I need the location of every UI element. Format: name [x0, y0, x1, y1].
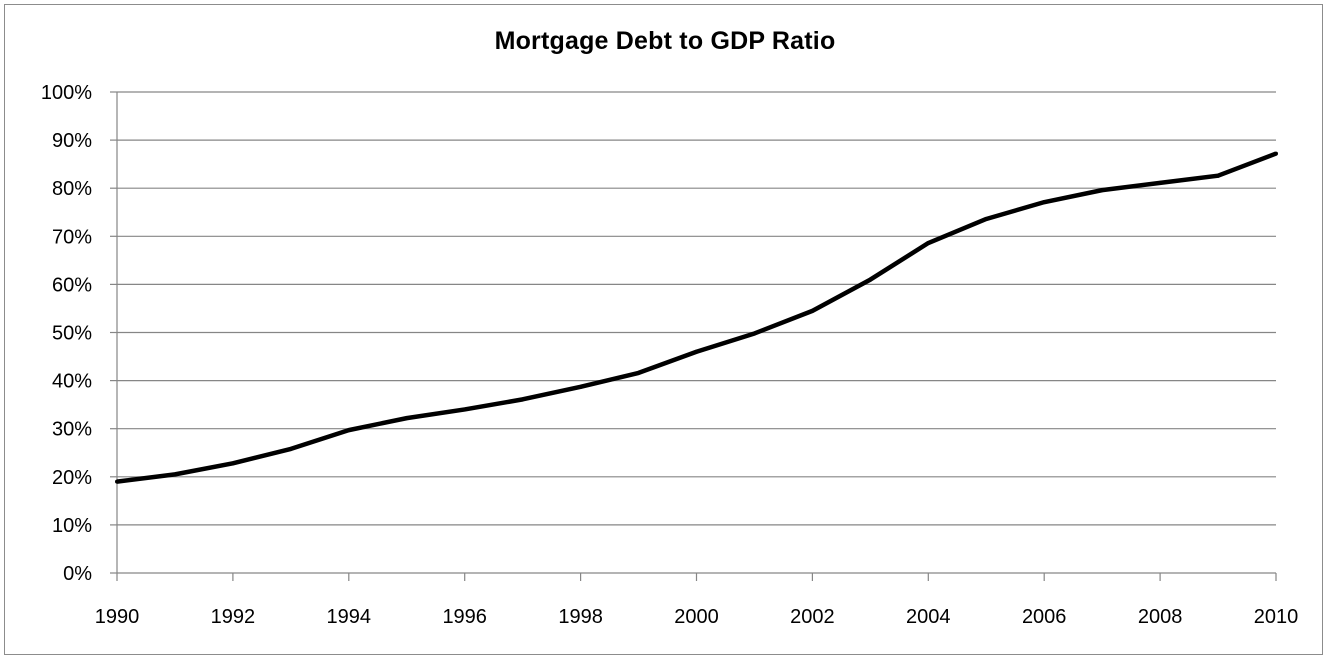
x-tick-label: 2004 [906, 606, 951, 628]
data-point [984, 216, 989, 221]
x-tick-label: 2010 [1254, 606, 1299, 628]
data-point [230, 461, 235, 466]
data-point [1100, 188, 1105, 193]
y-tick-label: 100% [41, 82, 92, 104]
series-line [116, 151, 1277, 484]
data-point [172, 472, 177, 477]
data-point [636, 370, 641, 375]
data-point [578, 384, 583, 389]
y-tick-label: 30% [52, 419, 92, 441]
data-point [346, 428, 351, 433]
x-tick-labels: 1990 1992 1994 1996 1998 2000 2002 2004 2006 2008… [95, 606, 1299, 628]
x-tick-label: 1992 [211, 606, 256, 628]
y-tick-label: 0% [63, 563, 92, 585]
y-tick-label: 50% [52, 323, 92, 345]
chart-title: Mortgage Debt to GDP Ratio [494, 27, 836, 55]
series-layer [115, 151, 1278, 484]
data-point [115, 479, 119, 484]
x-tick-label: 1994 [327, 606, 372, 628]
y-tick-label: 70% [52, 226, 92, 248]
data-point [462, 407, 467, 412]
x-tick-label: 2000 [674, 606, 719, 628]
axes [110, 91, 1277, 581]
data-point [288, 446, 293, 451]
x-tick-label: 2008 [1138, 606, 1183, 628]
data-point [926, 241, 931, 246]
data-point [694, 349, 699, 354]
data-point [1042, 200, 1047, 205]
x-tick-label: 1998 [558, 606, 603, 628]
chart-frame [4, 4, 1323, 655]
y-tick-label: 40% [52, 371, 92, 393]
data-point [1216, 173, 1221, 178]
x-tick-label: 2002 [790, 606, 835, 628]
x-tick-label: 1996 [442, 606, 487, 628]
y-tick-label: 10% [52, 515, 92, 537]
data-point [810, 308, 815, 313]
y-tick-label: 80% [52, 178, 92, 200]
y-tick-labels: 0% 10% 20% 30% 40% 50% 60% 70% 80% 90% 100% [41, 82, 92, 585]
data-point [868, 277, 873, 282]
data-point [752, 331, 757, 336]
gridlines [117, 91, 1276, 526]
x-tick-label: 2006 [1022, 606, 1067, 628]
y-tick-label: 60% [52, 274, 92, 296]
x-tick-label: 1990 [95, 606, 140, 628]
data-point [520, 397, 525, 402]
data-point [404, 416, 409, 421]
data-point [1274, 151, 1278, 156]
y-tick-label: 90% [52, 130, 92, 152]
y-tick-label: 20% [52, 467, 92, 489]
data-point [1158, 180, 1163, 185]
